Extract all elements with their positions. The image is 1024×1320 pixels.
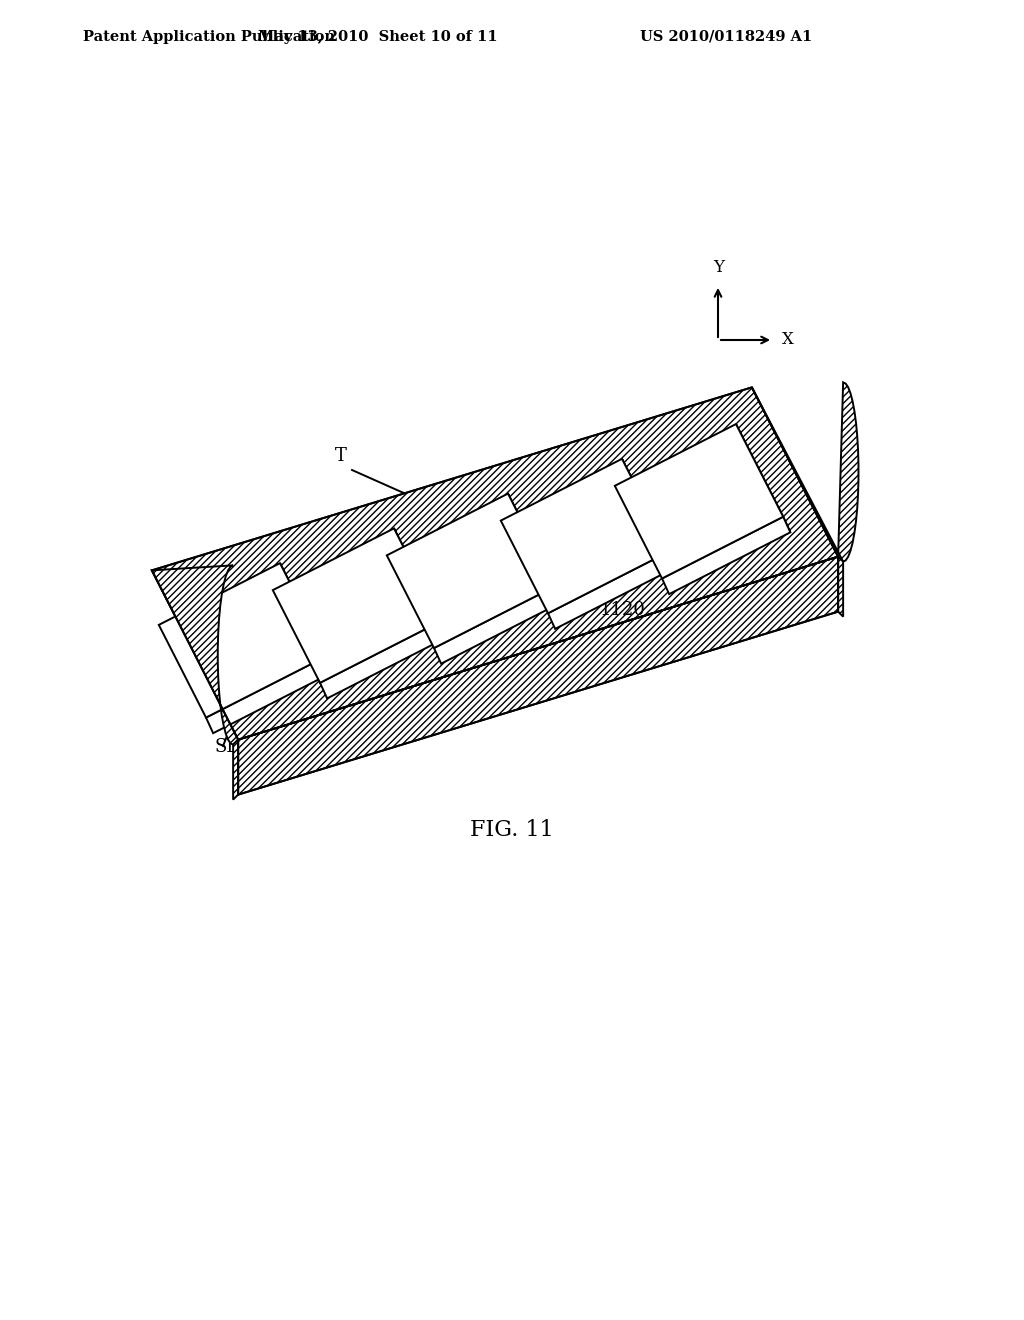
Polygon shape [508,494,562,602]
Polygon shape [501,459,670,614]
Polygon shape [838,557,843,616]
Polygon shape [152,565,239,744]
Polygon shape [752,383,858,561]
Polygon shape [152,387,838,739]
Polygon shape [321,620,449,698]
Polygon shape [206,656,334,733]
Polygon shape [239,557,838,795]
Polygon shape [280,564,334,672]
Text: Y: Y [714,259,725,276]
Polygon shape [387,494,555,648]
Polygon shape [548,552,676,628]
Text: US 2010/0118249 A1: US 2010/0118249 A1 [640,30,812,44]
Polygon shape [394,528,449,636]
Polygon shape [736,424,791,532]
Text: May 13, 2010  Sheet 10 of 11: May 13, 2010 Sheet 10 of 11 [258,30,498,44]
Polygon shape [272,528,441,682]
Text: 1120: 1120 [600,601,646,619]
Text: T: T [335,447,347,465]
Text: FIG. 11: FIG. 11 [470,818,554,841]
Polygon shape [233,739,239,800]
Polygon shape [614,424,783,578]
Text: Patent Application Publication: Patent Application Publication [83,30,335,44]
Polygon shape [159,564,328,718]
Polygon shape [663,516,791,594]
Polygon shape [434,586,562,664]
Text: SL: SL [215,738,240,756]
Polygon shape [622,459,676,568]
Text: X: X [782,331,794,348]
